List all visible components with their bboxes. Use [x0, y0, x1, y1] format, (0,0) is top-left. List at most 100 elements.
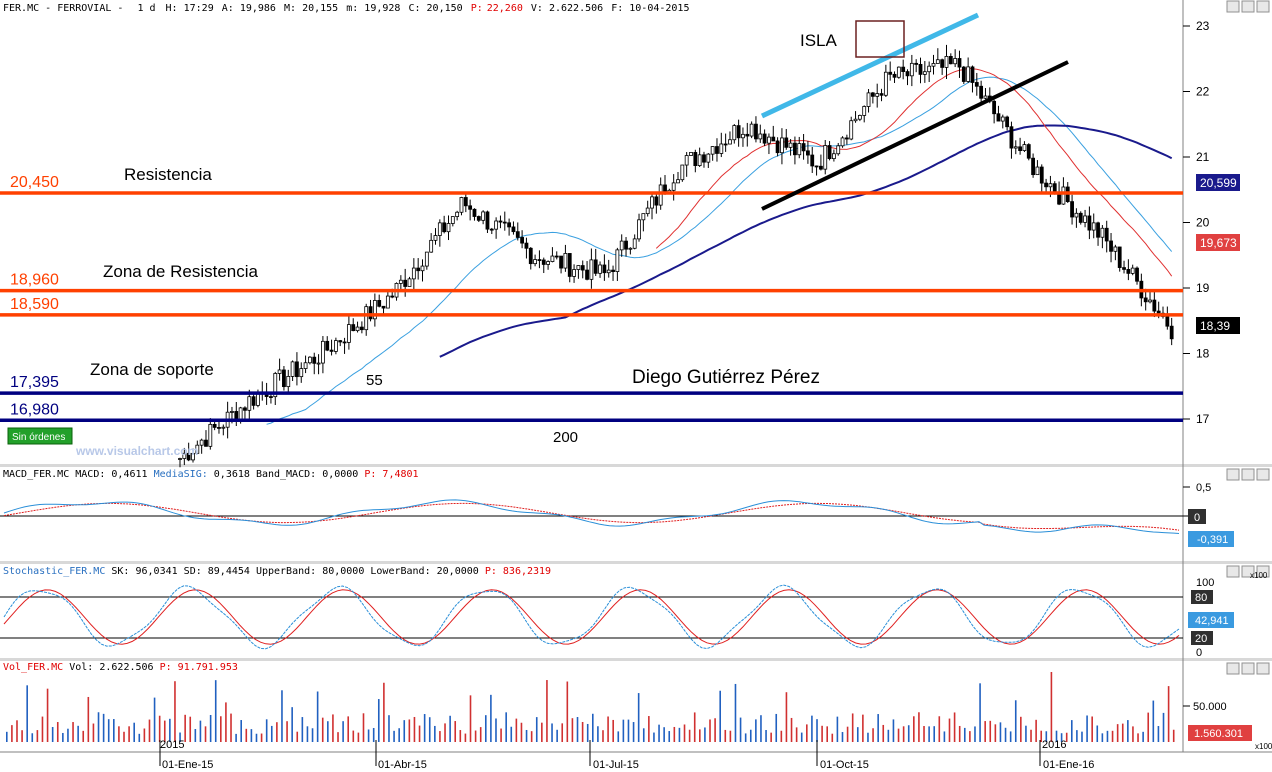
minimize-button[interactable]: [1226, 468, 1240, 481]
level-lines[interactable]: 20,450 18,960 18,590 17,395 16,980: [0, 174, 1183, 423]
price-axis[interactable]: 23 22 21 20 19 18 17: [1183, 19, 1210, 426]
candle-body: [983, 95, 988, 99]
volume-bar: [851, 713, 854, 742]
candle-body: [212, 423, 217, 428]
candle-body: [888, 71, 893, 75]
candle-body: [1018, 146, 1023, 151]
candle-body: [784, 137, 789, 148]
candle-body: [1009, 126, 1014, 149]
volume-bar: [41, 716, 44, 742]
ma55-label: 55: [366, 372, 383, 389]
candle-body: [741, 133, 745, 139]
candle-body: [1070, 201, 1074, 218]
candle-body: [338, 340, 343, 343]
volume-bar: [1040, 730, 1043, 742]
restore-button[interactable]: [1241, 468, 1255, 481]
volume-bar: [612, 719, 614, 742]
candle-body: [680, 164, 685, 181]
candle-body: [953, 58, 958, 65]
volume-bar: [913, 716, 915, 742]
candle-body: [1078, 212, 1083, 223]
moving-averages: [266, 67, 1173, 425]
volume-bar: [255, 733, 258, 742]
candle-body: [282, 369, 286, 388]
close-button[interactable]: [1256, 565, 1270, 578]
minimize-button[interactable]: [1226, 662, 1240, 675]
year-label: 2016: [1042, 739, 1066, 751]
panel-separator[interactable]: [0, 658, 1272, 661]
candle-body: [199, 439, 204, 446]
candle-body: [793, 142, 797, 156]
stoch-axis-label: 100: [1196, 577, 1214, 589]
volume-bar: [780, 730, 783, 742]
candle-body: [455, 211, 460, 217]
candle-body: [715, 146, 719, 154]
candle-body: [554, 255, 559, 258]
candle-body: [762, 133, 767, 144]
volume-bar: [479, 727, 482, 742]
channel-bottom-line[interactable]: [761, 60, 1069, 211]
volume-bar: [617, 731, 620, 742]
volume-bar: [148, 719, 151, 742]
close-button[interactable]: [1256, 662, 1270, 675]
volume-bar: [372, 727, 375, 742]
volume-bar: [581, 721, 584, 742]
volume-bar: [678, 727, 681, 742]
volume-bar: [174, 681, 176, 742]
volume-bar: [719, 690, 721, 742]
candle-body: [1148, 299, 1152, 303]
island-box[interactable]: [855, 20, 905, 58]
candle-body: [728, 139, 732, 145]
candle-body: [1169, 325, 1174, 340]
panel-separator[interactable]: [0, 464, 1272, 467]
volume-bar: [1172, 729, 1175, 742]
volume-bar: [877, 714, 879, 742]
restore-button[interactable]: [1241, 0, 1255, 13]
volume-bar: [918, 712, 920, 742]
vol-value-tag: [1188, 725, 1252, 741]
volume-bar: [16, 720, 18, 742]
volume-bar: [668, 731, 671, 742]
volume-bar: [1081, 731, 1083, 742]
volume-bar: [342, 721, 344, 742]
volume-bar: [1167, 686, 1170, 742]
close-button[interactable]: [1256, 468, 1270, 481]
vol-scale-corner: x1000: [1255, 742, 1272, 751]
level-label: 17,395: [10, 374, 59, 391]
volume-bar: [128, 726, 130, 742]
restore-button[interactable]: [1241, 565, 1255, 578]
volume-bar: [383, 682, 385, 742]
candle-body: [875, 93, 880, 97]
candle-body: [481, 211, 486, 221]
volume-bar: [1137, 733, 1139, 742]
minimize-button[interactable]: [1226, 0, 1240, 13]
volume-bar: [806, 724, 808, 742]
volume-bar: [1096, 725, 1099, 742]
volume-bar: [744, 733, 747, 742]
time-axis[interactable]: 01-Ene-15 01-Abr-15 01-Jul-15 01-Oct-15 …: [159, 739, 1094, 771]
panel-separator[interactable]: [0, 561, 1272, 564]
candle-body: [290, 361, 295, 377]
no-orders-button[interactable]: [7, 427, 73, 445]
volume-bar: [408, 719, 411, 742]
price-tick-label: 18: [1196, 347, 1210, 361]
volume-bar: [311, 728, 314, 742]
candle-body: [974, 82, 979, 87]
volume-bar: [337, 732, 339, 742]
volume-bar: [270, 725, 273, 742]
close-button[interactable]: [1256, 0, 1270, 13]
channel-top-line[interactable]: [760, 12, 980, 119]
candle-body: [849, 120, 854, 140]
restore-button[interactable]: [1241, 662, 1255, 675]
candle-body: [1096, 222, 1100, 238]
volume-bar: [113, 719, 115, 742]
macd-axis-label: 0,5: [1196, 482, 1211, 494]
candle-body: [780, 137, 784, 154]
candle-body: [905, 71, 910, 77]
volume-bar: [653, 732, 655, 742]
candle-body: [879, 93, 884, 96]
minimize-button[interactable]: [1226, 565, 1240, 578]
volume-bar: [872, 728, 874, 742]
candle-body: [602, 264, 607, 274]
